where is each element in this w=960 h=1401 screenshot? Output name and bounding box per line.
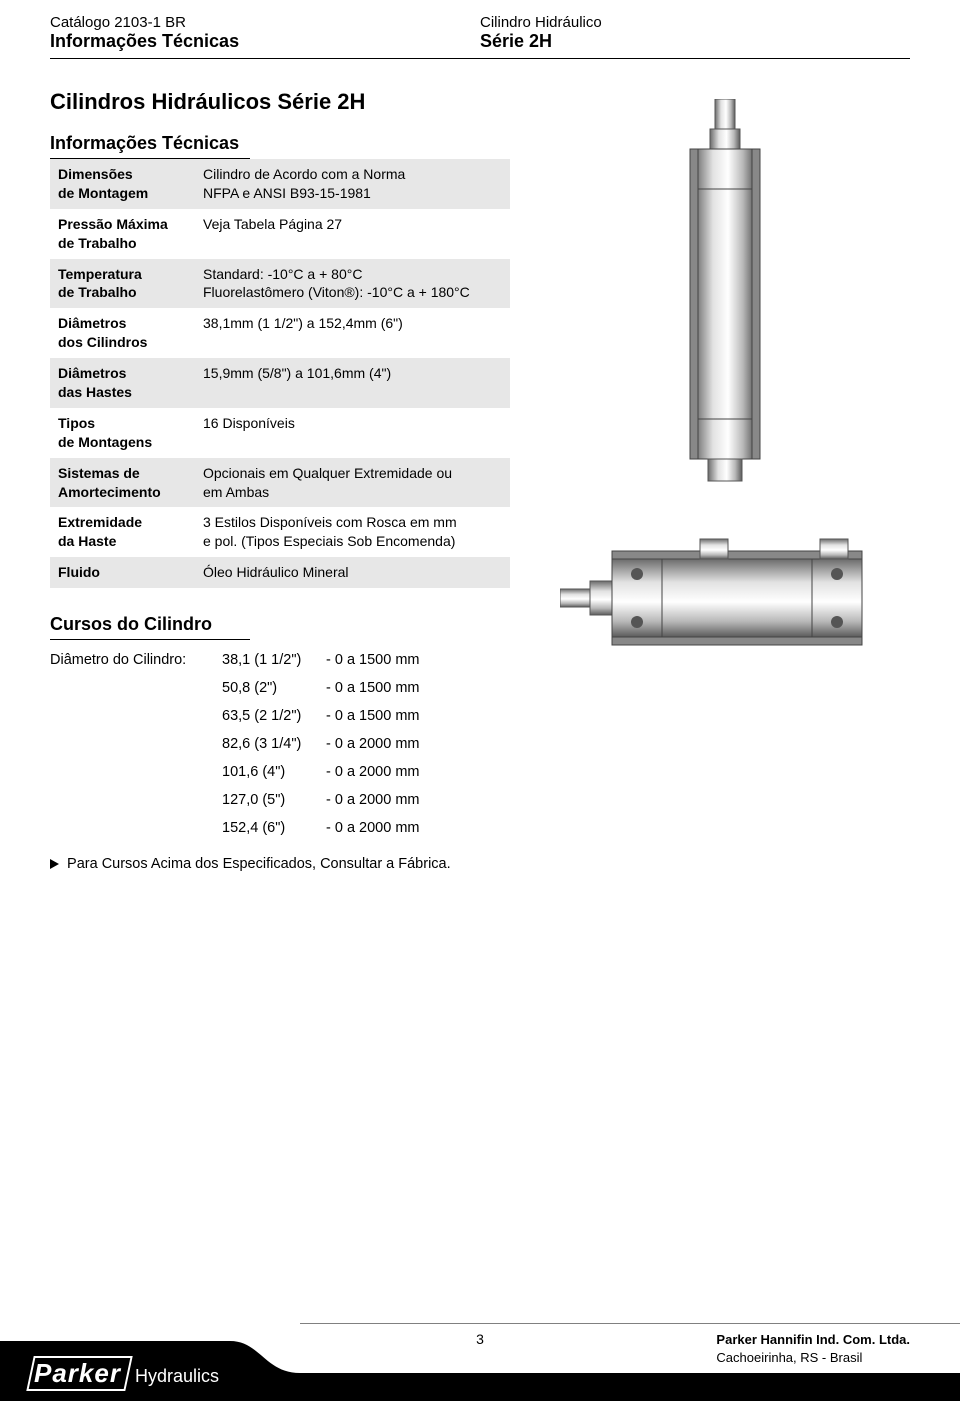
cursos-list: Diâmetro do Cilindro:38,1 (1 1/2")- 0 a … (50, 652, 540, 836)
page-title: Cilindros Hidráulicos Série 2H (50, 89, 540, 115)
cursos-row: 101,6 (4")- 0 a 2000 mm (50, 764, 540, 780)
page-header: Catálogo 2103-1 BR Informações Técnicas … (0, 0, 960, 54)
cursos-row: 63,5 (2 1/2")- 0 a 1500 mm (50, 708, 540, 724)
spec-row: Sistemas deAmortecimentoOpcionais em Qua… (50, 458, 510, 508)
cursos-range: - 0 a 2000 mm (326, 792, 420, 808)
header-right: Cilindro Hidráulico Série 2H (480, 14, 910, 52)
cursos-size: 50,8 (2") (222, 680, 326, 696)
cursos-size: 38,1 (1 1/2") (222, 652, 326, 668)
spec-value: Opcionais em Qualquer Extremidade ouem A… (195, 458, 510, 508)
cursos-range: - 0 a 1500 mm (326, 680, 420, 696)
spec-label: Tiposde Montagens (50, 408, 195, 458)
spec-row: Extremidadeda Haste3 Estilos Disponíveis… (50, 507, 510, 557)
cursos-row: 82,6 (3 1/4")- 0 a 2000 mm (50, 736, 540, 752)
cylinder-vertical-image (660, 99, 790, 499)
brand-line1: Parker Hannifin Ind. Com. Ltda. (716, 1331, 910, 1349)
logo-sub: Hydraulics (135, 1366, 219, 1387)
spec-row: Diâmetrosdos Cilindros38,1mm (1 1/2") a … (50, 308, 510, 358)
cursos-size: 63,5 (2 1/2") (222, 708, 326, 724)
spec-value: Óleo Hidráulico Mineral (195, 557, 510, 588)
spec-value: Standard: -10°C a + 80°CFluorelastômero … (195, 259, 510, 309)
cursos-row: 50,8 (2")- 0 a 1500 mm (50, 680, 540, 696)
logo-main: Parker (34, 1358, 121, 1389)
spec-value: 15,9mm (5/8") a 101,6mm (4") (195, 358, 510, 408)
spec-label: Sistemas deAmortecimento (50, 458, 195, 508)
cursos-title: Cursos do Cilindro (50, 614, 540, 635)
spec-row: Temperaturade TrabalhoStandard: -10°C a … (50, 259, 510, 309)
spec-value: Veja Tabela Página 27 (195, 209, 510, 259)
spec-row: FluidoÓleo Hidráulico Mineral (50, 557, 510, 588)
cursos-size: 101,6 (4") (222, 764, 326, 780)
spec-row: Tiposde Montagens16 Disponíveis (50, 408, 510, 458)
footnote-text: Para Cursos Acima dos Especificados, Con… (67, 856, 451, 872)
spec-row: Pressão Máximade TrabalhoVeja Tabela Pág… (50, 209, 510, 259)
spec-row: Diâmetrosdas Hastes15,9mm (5/8") a 101,6… (50, 358, 510, 408)
header-right-line: Cilindro Hidráulico (480, 14, 910, 31)
triangle-icon (50, 859, 59, 869)
cursos-size: 152,4 (6") (222, 820, 326, 836)
header-right-bold: Série 2H (480, 31, 910, 52)
spec-section-title: Informações Técnicas (50, 133, 540, 154)
cursos-size: 82,6 (3 1/4") (222, 736, 326, 752)
spec-label: Fluido (50, 557, 195, 588)
spec-value: 16 Disponíveis (195, 408, 510, 458)
cursos-range: - 0 a 2000 mm (326, 764, 420, 780)
cursos-section: Cursos do Cilindro Diâmetro do Cilindro:… (50, 614, 540, 836)
spec-row: Dimensõesde MontagemCilindro de Acordo c… (50, 159, 510, 209)
page-footer: 3 Parker Hannifin Ind. Com. Ltda. Cachoe… (0, 1323, 960, 1401)
header-left-bold: Informações Técnicas (50, 31, 480, 52)
right-column (540, 89, 910, 872)
spec-label: Pressão Máximade Trabalho (50, 209, 195, 259)
footnote: Para Cursos Acima dos Especificados, Con… (50, 856, 540, 872)
cursos-range: - 0 a 1500 mm (326, 708, 420, 724)
cursos-range: - 0 a 2000 mm (326, 820, 420, 836)
spec-label: Diâmetrosdos Cilindros (50, 308, 195, 358)
cylinder-horizontal-image (560, 519, 890, 689)
spec-label: Temperaturade Trabalho (50, 259, 195, 309)
spec-label: Dimensõesde Montagem (50, 159, 195, 209)
cursos-row: 127,0 (5")- 0 a 2000 mm (50, 792, 540, 808)
spec-table: Dimensõesde MontagemCilindro de Acordo c… (50, 159, 510, 588)
header-left: Catálogo 2103-1 BR Informações Técnicas (50, 14, 480, 52)
spec-value: 38,1mm (1 1/2") a 152,4mm (6") (195, 308, 510, 358)
cursos-row: 152,4 (6")- 0 a 2000 mm (50, 820, 540, 836)
catalog-code: Catálogo 2103-1 BR (50, 14, 480, 31)
cursos-size: 127,0 (5") (222, 792, 326, 808)
cursos-lead: Diâmetro do Cilindro: (50, 652, 222, 668)
spec-value: Cilindro de Acordo com a NormaNFPA e ANS… (195, 159, 510, 209)
footer-logo: Parker Hydraulics (30, 1356, 219, 1391)
left-column: Cilindros Hidráulicos Série 2H Informaçõ… (50, 89, 540, 872)
brand-line2: Cachoeirinha, RS - Brasil (716, 1349, 910, 1367)
main-content: Cilindros Hidráulicos Série 2H Informaçõ… (0, 59, 960, 872)
footer-brand: Parker Hannifin Ind. Com. Ltda. Cachoeir… (716, 1331, 910, 1366)
spec-label: Diâmetrosdas Hastes (50, 358, 195, 408)
cursos-range: - 0 a 1500 mm (326, 652, 420, 668)
spec-label: Extremidadeda Haste (50, 507, 195, 557)
cursos-row: Diâmetro do Cilindro:38,1 (1 1/2")- 0 a … (50, 652, 540, 668)
spec-value: 3 Estilos Disponíveis com Rosca em mme p… (195, 507, 510, 557)
cursos-range: - 0 a 2000 mm (326, 736, 420, 752)
cursos-rule (50, 639, 250, 640)
